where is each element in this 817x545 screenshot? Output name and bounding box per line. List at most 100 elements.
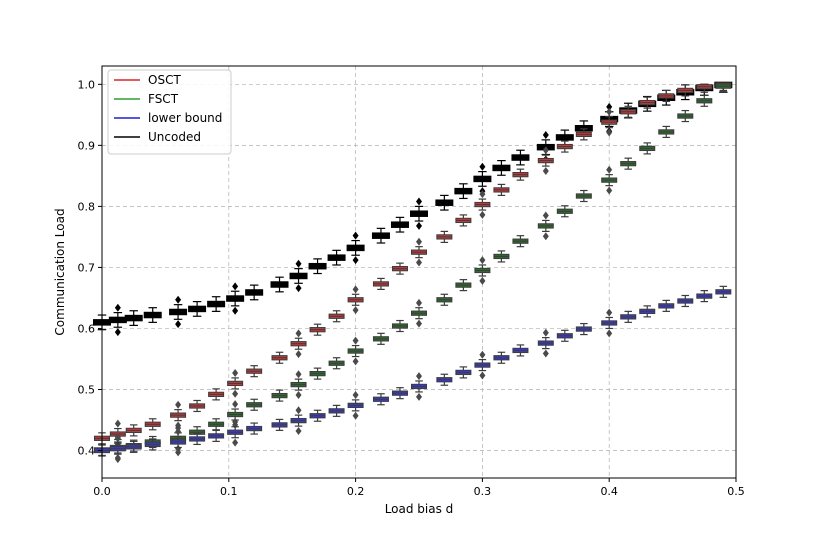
box-lower-bound [455,366,472,379]
outlier-marker [416,392,422,401]
box-fsct [474,256,491,285]
outlier-marker [295,259,302,268]
outlier-marker [232,369,239,378]
box-fsct [372,332,389,345]
box-lower-bound [144,438,161,451]
outlier-marker [416,372,422,381]
box-fsct [309,367,326,380]
outlier-marker [416,319,422,328]
box-lower-bound [347,390,364,420]
outlier-marker [479,256,486,265]
y-tick-label: 0.8 [78,200,96,213]
box-fsct [639,142,656,155]
box-osct [290,329,307,359]
outlier-marker [114,303,121,312]
box-osct [436,230,453,243]
box-osct [391,262,408,275]
outlier-marker [479,190,486,199]
box-uncoded [346,231,365,265]
box-osct [455,214,472,227]
box-lower-bound [372,393,389,406]
box-uncoded [207,296,226,312]
y-tick-label: 0.6 [78,322,96,335]
box-uncoded [327,249,346,266]
box-uncoded [435,194,454,211]
outlier-marker [114,419,121,428]
box-lower-bound [109,434,126,464]
outlier-marker [606,329,613,338]
outlier-marker [352,390,359,399]
series-lower-bound [94,285,732,464]
box-lower-bound [620,310,637,323]
legend: OSCT FSCT lower bound Uncoded [107,69,232,155]
outlier-marker [479,276,486,285]
box-fsct [328,357,345,370]
box-uncoded [169,295,188,329]
box-lower-bound [391,387,408,400]
box-uncoded [226,282,245,315]
box-series [93,81,733,464]
outlier-marker [542,146,549,155]
box-lower-bound [474,350,491,380]
box-lower-bound [208,429,225,442]
box-uncoded [188,301,207,317]
box-fsct [246,398,263,411]
outlier-marker [416,197,422,206]
outlier-marker [232,400,239,409]
outlier-marker [416,258,422,267]
outlier-marker [114,328,121,337]
box-fsct [512,235,529,248]
box-osct [189,399,206,413]
box-fsct [411,298,427,328]
y-tick-label: 1.0 [78,78,96,91]
box-lower-bound [246,422,263,435]
box-osct [537,146,554,175]
box-lower-bound [170,427,187,457]
outlier-marker [542,130,549,139]
outlier-marker [175,320,182,329]
outlier-marker [175,295,182,304]
box-uncoded [390,216,409,233]
box-uncoded [245,284,264,301]
box-lower-bound [575,322,592,336]
x-tick-label: 0.4 [600,485,618,498]
outlier-marker [295,427,302,436]
outlier-marker [352,411,359,420]
box-fsct [556,205,573,218]
outlier-marker [542,211,549,220]
box-osct [677,84,694,97]
box-osct [474,190,491,219]
box-lower-bound [271,418,288,431]
box-lower-bound [677,294,694,308]
box-lower-bound [189,432,206,446]
box-uncoded [270,276,289,293]
box-fsct [658,125,675,139]
x-tick-label: 0.5 [727,485,745,498]
box-fsct [601,165,618,195]
x-tick-label: 0.1 [220,485,238,498]
box-uncoded [371,227,390,244]
box-lower-bound [436,373,453,386]
outlier-marker [479,350,486,359]
box-fsct [290,370,307,399]
box-lower-bound [537,328,554,358]
outlier-marker [416,221,422,230]
y-tick-label: 0.4 [78,445,96,458]
box-lower-bound [411,372,427,401]
box-uncoded [492,160,511,176]
legend-label-osct: OSCT [148,73,181,87]
y-tick-label: 0.9 [78,139,96,152]
outlier-marker [606,165,613,174]
box-osct [347,285,364,315]
box-osct [512,168,529,181]
x-axis-label: Load bias d [385,502,454,516]
box-lower-bound [658,299,675,312]
box-osct [696,83,713,93]
box-osct [328,310,345,323]
outlier-marker [479,371,486,380]
axis-ticks: 0.0 0.1 0.2 0.3 0.4 0.5 0.4 0.5 0.6 0.7 0.8 0.9 1.0 [78,78,745,498]
outlier-marker [352,256,359,265]
outlier-marker [295,284,302,293]
outlier-marker [295,329,302,338]
